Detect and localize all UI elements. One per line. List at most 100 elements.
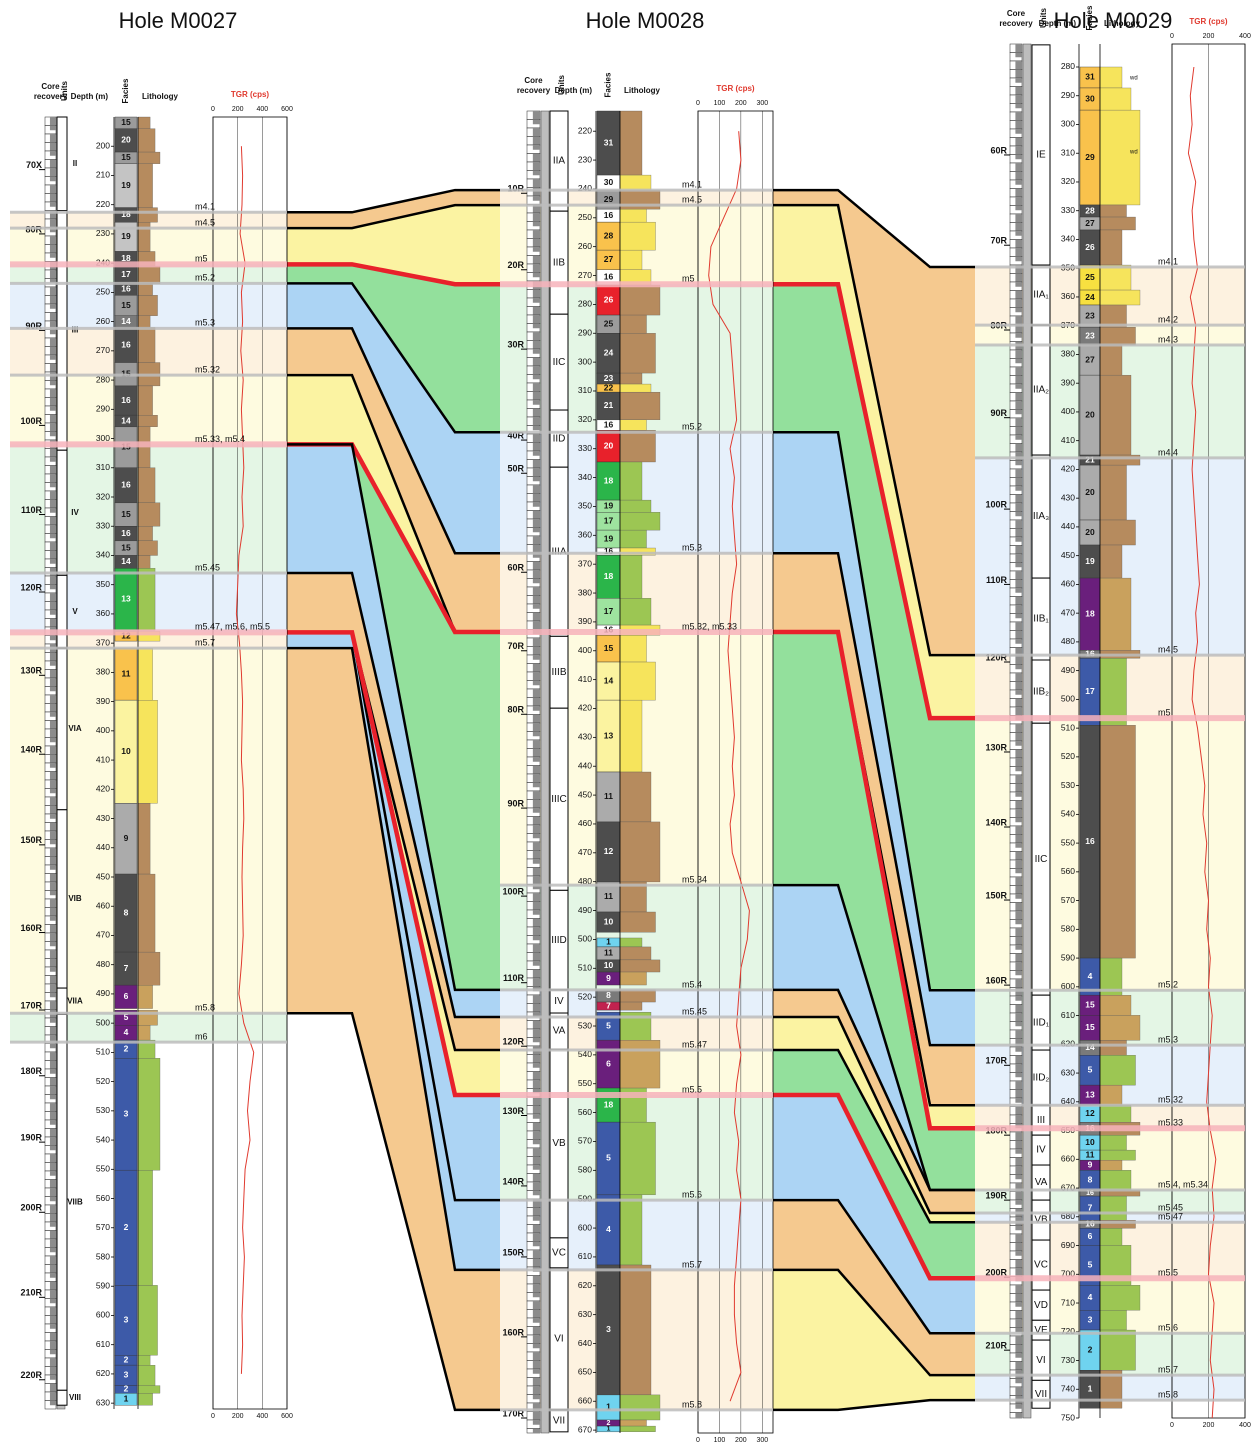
core-recovered: [49, 1146, 56, 1151]
lithology: [137, 1025, 151, 1041]
core-recovered: [1015, 503, 1022, 512]
facies-label: 4: [1088, 1292, 1093, 1302]
core-recovered: [532, 783, 540, 788]
core-recovered: [1015, 333, 1022, 338]
core-recovered: [49, 160, 56, 168]
correlation-line: [287, 646, 500, 1272]
core-recovered: [532, 970, 540, 978]
facies-label: 20: [604, 440, 614, 450]
core-recovered: [1015, 350, 1022, 359]
core-recovered: [1015, 1073, 1022, 1078]
column-header: Facies: [121, 78, 130, 103]
core-recovered: [532, 1055, 540, 1063]
core-recovered: [532, 111, 540, 120]
core-recovered: [49, 1214, 56, 1222]
core-recovered: [1015, 639, 1022, 644]
correlation: [287, 188, 975, 1412]
core-recovered: [532, 562, 540, 570]
lithology: [137, 647, 153, 701]
core-recovered: [49, 721, 56, 729]
depth-tick-label: 400: [578, 645, 592, 655]
unit-box: [56, 574, 68, 649]
core-recovered: [1015, 155, 1022, 160]
core-recovered: [532, 145, 540, 150]
facies-label: 2: [1088, 1344, 1093, 1354]
lithology: [619, 372, 643, 385]
core-recovered: [1015, 469, 1022, 478]
facies-label: 6: [124, 991, 129, 1001]
correlation-line: [287, 327, 500, 555]
core-recovered: [49, 942, 56, 947]
depth-tick-label: 630: [1061, 1067, 1075, 1077]
facies-label: 30: [1085, 93, 1095, 103]
core-recovered: [532, 681, 540, 686]
core-recovered: [1015, 1090, 1022, 1098]
tgr-tick-label: 400: [256, 1413, 268, 1420]
depth-tick-label: 280: [1061, 61, 1075, 71]
depth-tick-label: 240: [578, 183, 592, 193]
core-recovered: [532, 868, 540, 876]
depth-tick-label: 460: [1061, 579, 1075, 589]
column-header: Core recovery: [517, 76, 551, 95]
unit-label: VII: [1035, 1389, 1047, 1400]
lithology: [619, 419, 647, 431]
depth-tick-label: 520: [578, 991, 592, 1001]
core-recovered: [49, 687, 56, 692]
core-recovered: [1015, 1200, 1022, 1205]
core-recovered: [532, 1395, 540, 1400]
tgr-curve: [235, 146, 255, 1374]
core-recovered: [49, 517, 56, 525]
core-label: 140R: [502, 1176, 524, 1186]
facies-label: 20: [121, 135, 131, 145]
lithology: [137, 265, 161, 284]
core-recovered: [49, 287, 56, 296]
core-recovered: [532, 936, 540, 941]
depth-tick-label: 490: [578, 905, 592, 915]
surface-label: m5.47, m5.6, m5.5: [195, 622, 270, 632]
core-recovered: [49, 423, 56, 432]
core-recovered: [1015, 988, 1022, 996]
core-label: 100R: [20, 416, 42, 426]
facies-label: 18: [604, 571, 614, 581]
unit-label: IIA₂: [1033, 385, 1049, 396]
core-recovered: [49, 755, 56, 763]
core-recovered: [532, 553, 540, 558]
core-recovered: [532, 213, 540, 222]
depth-tick-label: 580: [1061, 924, 1075, 934]
depth-tick-label: 310: [1061, 147, 1075, 157]
core-label: 220R: [20, 1370, 42, 1380]
correlation-line: [773, 188, 975, 269]
core-recovered: [532, 851, 540, 859]
surface-label: m5.2: [1158, 980, 1178, 990]
surface-label: m5.47: [682, 1039, 707, 1049]
core-recovered: [532, 706, 540, 711]
facies-label: 4: [1088, 971, 1093, 981]
unit-label: IIB₂: [1033, 686, 1049, 697]
depth-tick-label: 440: [96, 842, 110, 852]
correlation-band: [773, 553, 975, 1106]
core-recovered: [49, 585, 56, 590]
tgr-tick-label: 200: [735, 1437, 747, 1444]
core-recovered: [1015, 554, 1022, 563]
tgr-tick-label: 600: [281, 1413, 293, 1420]
core-recovered: [49, 1180, 56, 1188]
facies-label: 27: [1085, 218, 1095, 228]
lithology: [619, 771, 652, 823]
core-recovered: [49, 1095, 56, 1100]
core-recovered: [49, 1103, 56, 1112]
core-recovered: [49, 831, 56, 840]
core-recovered: [532, 468, 540, 477]
depth-tick-label: 490: [1061, 665, 1075, 675]
depth-tick-label: 640: [578, 1338, 592, 1348]
core-label: 20R: [507, 260, 524, 270]
core-recovered: [1015, 801, 1022, 809]
lithology: [137, 568, 156, 631]
depth-tick-label: 330: [96, 520, 110, 530]
correlation-line: [773, 1398, 975, 1412]
core-recovered: [1015, 410, 1022, 415]
lithology: [619, 821, 661, 883]
core-recovered: [49, 891, 56, 896]
core-recovered: [532, 647, 540, 655]
core-recovered: [1015, 1260, 1022, 1268]
core-shade: [1022, 43, 1032, 1419]
